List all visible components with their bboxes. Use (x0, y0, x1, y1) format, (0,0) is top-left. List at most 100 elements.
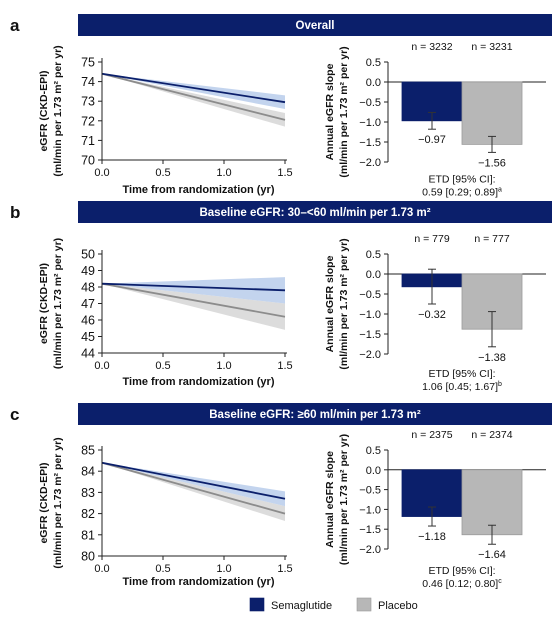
y-tick-label: 45 (81, 330, 95, 344)
ci-band-semaglutide (102, 462, 285, 507)
etd-label: ETD [95% CI]: (428, 565, 495, 577)
x-tick-label: 1.5 (277, 563, 292, 575)
y-axis-label-line2: (ml/min per 1.73 m² per yr) (52, 238, 64, 369)
series-line-placebo (101, 72, 286, 121)
etd-label: ETD [95% CI]: (428, 173, 495, 185)
bar-placebo (461, 81, 523, 145)
x-tick-label: 1.5 (277, 360, 292, 372)
ci-band-placebo (102, 462, 285, 522)
etd-footnote-marker: c (498, 578, 502, 585)
x-tick-label: 0.0 (94, 360, 109, 372)
bar-placebo (461, 469, 523, 536)
ci-band-placebo (102, 283, 285, 330)
y-tick-label: 47 (81, 297, 95, 311)
y-tick-label: 44 (81, 347, 95, 361)
bar-y-axis-label-line2: (ml/min per 1.73 m² per yr) (338, 434, 350, 565)
y-tick-label: 46 (81, 314, 95, 328)
bar-chart: 0.5 0.0 −0.5 −1.0 −1.5 −2.0 Annual eGFR slope(… (324, 429, 546, 590)
bar-y-tick-label: −1.0 (359, 117, 381, 129)
legend-label: Placebo (378, 600, 418, 612)
etd-value: 0.46 [0.12; 0.80]c (422, 578, 502, 590)
bar-chart: 0.5 0.0 −0.5 −1.0 −1.5 −2.0 Annual eGFR slope(… (324, 41, 546, 198)
etd-value: 0.59 [0.29; 0.89]a (422, 186, 502, 198)
n-label: n = 3232 (411, 41, 452, 53)
n-label: n = 2374 (471, 429, 512, 441)
y-axis-label-line2: (ml/min per 1.73 m² per yr) (52, 45, 64, 176)
bar-y-tick-label: −0.5 (359, 289, 381, 301)
x-tick-label: 1.0 (216, 167, 231, 179)
ci-band-placebo (102, 73, 285, 127)
bar-value-label: −1.38 (478, 352, 506, 364)
legend: Semaglutide Placebo (249, 597, 418, 612)
series-line-semaglutide (101, 282, 286, 292)
ci-band-semaglutide (102, 73, 285, 110)
y-axis-label-line1: eGFR (CKD-EPI) (38, 70, 50, 151)
y-tick-label: 72 (81, 114, 95, 128)
bar-value-label: −0.32 (418, 309, 446, 321)
bar-y-tick-label: 0.0 (366, 269, 381, 281)
bar-y-tick-label: −1.5 (359, 524, 381, 536)
etd-label: ETD [95% CI]: (428, 368, 495, 380)
x-tick-label: 1.5 (277, 167, 292, 179)
bar-y-axis-label-line1: Annual eGFR slope (324, 255, 336, 352)
bar-y-tick-label: 0.0 (366, 465, 381, 477)
legend-label: Semaglutide (271, 600, 332, 612)
y-tick-label: 70 (81, 154, 95, 168)
bar-y-tick-label: −0.5 (359, 485, 381, 497)
x-tick-label: 1.0 (216, 563, 231, 575)
panel-letter: c (10, 405, 19, 424)
y-tick-label: 73 (81, 95, 95, 109)
panel-b: b Baseline eGFR: 30–<60 ml/min per 1.73 m… (10, 201, 552, 393)
y-tick-label: 50 (81, 248, 95, 262)
y-tick-label: 75 (81, 56, 95, 70)
panel-title: Overall (296, 20, 335, 32)
y-tick-label: 85 (81, 444, 95, 458)
y-axis-label-line2: (ml/min per 1.73 m² per yr) (52, 437, 64, 568)
panel-header-bar (78, 403, 552, 425)
bar-value-label: −1.64 (478, 549, 506, 561)
x-tick-label: 0.5 (155, 167, 170, 179)
y-tick-label: 83 (81, 486, 95, 500)
etd-value: 1.06 [0.45; 1.67]b (422, 381, 502, 393)
x-tick-label: 0.5 (155, 563, 170, 575)
bar-y-tick-label: −2.0 (359, 157, 381, 169)
bar-y-axis-label-line1: Annual eGFR slope (324, 451, 336, 548)
y-tick-label: 82 (81, 507, 95, 521)
panel-c: c Baseline eGFR: ≥60 ml/min per 1.73 m² 80… (10, 403, 552, 590)
etd-value-text: 0.46 [0.12; 0.80] (422, 578, 498, 590)
n-label: n = 779 (414, 233, 449, 245)
etd-value-text: 0.59 [0.29; 0.89] (422, 186, 498, 198)
bar-y-tick-label: −2.0 (359, 349, 381, 361)
bar-value-label: −1.18 (418, 531, 446, 543)
panel-title: Baseline eGFR: 30–<60 ml/min per 1.73 m² (199, 207, 430, 219)
etd-footnote-marker: b (498, 381, 502, 388)
bar-y-axis-label-line2: (ml/min per 1.73 m² per yr) (338, 238, 350, 369)
panel-header-bar (78, 201, 552, 223)
legend-swatch-placebo (356, 597, 372, 612)
bar-y-tick-label: −1.0 (359, 309, 381, 321)
panel-header-bar (78, 14, 552, 36)
bar-y-tick-label: 0.5 (366, 249, 381, 261)
bar-y-axis-label-line2: (ml/min per 1.73 m² per yr) (338, 46, 350, 177)
y-tick-label: 71 (81, 134, 95, 148)
bar-y-tick-label: −1.5 (359, 137, 381, 149)
series-line-placebo (101, 282, 286, 318)
legend-swatch-semaglutide (249, 597, 265, 612)
series-line-semaglutide (101, 461, 286, 500)
x-axis-label: Time from randomization (yr) (123, 184, 275, 196)
n-label: n = 2375 (411, 429, 452, 441)
etd-footnote-marker: a (498, 186, 502, 193)
x-tick-label: 1.0 (216, 360, 231, 372)
bar-y-tick-label: 0.5 (366, 445, 381, 457)
x-tick-label: 0.0 (94, 563, 109, 575)
n-label: n = 777 (474, 233, 509, 245)
x-tick-label: 0.5 (155, 360, 170, 372)
panel-title: Baseline eGFR: ≥60 ml/min per 1.73 m² (209, 409, 421, 421)
panel-letter: b (10, 203, 20, 222)
bar-y-tick-label: −1.0 (359, 504, 381, 516)
bar-y-axis-label-line1: Annual eGFR slope (324, 63, 336, 160)
